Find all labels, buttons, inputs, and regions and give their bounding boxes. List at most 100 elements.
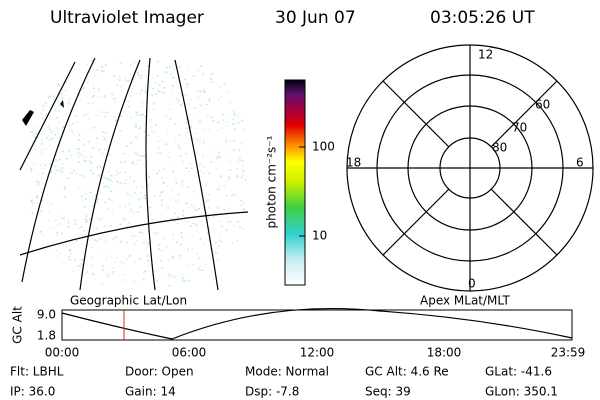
speckle-dot — [217, 121, 220, 124]
speckle-dot — [162, 181, 165, 184]
speckle-dot — [127, 101, 130, 103]
speckle-dot — [183, 78, 186, 81]
speckle-dot — [40, 152, 43, 155]
speckle-dot — [112, 237, 115, 240]
speckle-dot — [64, 245, 67, 247]
speckle-dot — [97, 218, 100, 221]
speckle-dot — [206, 114, 209, 117]
speckle-dot — [157, 90, 160, 92]
hour-label: 12 — [478, 48, 493, 62]
speckle-dot — [138, 159, 141, 161]
speckle-dot — [181, 280, 184, 282]
speckle-dot — [101, 175, 104, 178]
speckle-dot — [182, 209, 185, 212]
speckle-dot — [144, 92, 147, 94]
speckle-dot — [143, 130, 146, 133]
speckle-dot — [234, 194, 237, 196]
timeline-y-label: GC Alt — [11, 306, 25, 344]
speckle-dot — [143, 194, 146, 197]
lat-label: 70 — [512, 121, 527, 135]
speckle-dot — [210, 116, 213, 119]
speckle-dot — [118, 75, 121, 78]
speckle-dot — [108, 198, 111, 200]
speckle-dot — [230, 221, 233, 223]
speckle-dot — [77, 265, 80, 267]
speckle-dot — [186, 186, 189, 188]
timeline-x-tick: 12:00 — [300, 346, 335, 360]
speckle-dot — [86, 219, 89, 222]
speckle-dot — [86, 64, 89, 66]
speckle-dot — [225, 140, 228, 143]
speckle-dot — [241, 119, 244, 122]
speckle-dot — [195, 171, 198, 174]
speckle-dot — [55, 99, 58, 101]
speckle-dot — [40, 139, 43, 141]
speckle-dot — [222, 113, 225, 116]
speckle-dot — [83, 206, 86, 208]
speckle-dot — [83, 229, 86, 232]
speckle-dot — [220, 175, 223, 178]
speckle-dot — [135, 136, 138, 138]
speckle-dot — [130, 207, 133, 210]
speckle-dot — [161, 191, 164, 193]
speckle-dot — [220, 127, 223, 130]
speckle-dot — [146, 242, 149, 244]
speckle-dot — [242, 202, 245, 205]
speckle-dot — [80, 262, 83, 264]
speckle-dot — [104, 240, 107, 242]
speckle-dot — [92, 127, 95, 129]
speckle-dot — [219, 220, 222, 222]
speckle-dot — [181, 184, 184, 186]
polar-grid — [346, 44, 594, 292]
speckle-dot — [200, 65, 203, 68]
speckle-dot — [151, 218, 154, 221]
speckle-dot — [87, 102, 90, 104]
speckle-dot — [229, 178, 232, 180]
speckle-dot — [129, 73, 132, 75]
speckle-dot — [182, 276, 185, 278]
speckle-dot — [181, 277, 184, 280]
speckle-dot — [163, 237, 166, 240]
speckle-dot — [103, 186, 106, 188]
speckle-dot — [217, 188, 220, 191]
speckle-dot — [67, 225, 70, 228]
speckle-dot — [201, 154, 204, 156]
speckle-dot — [74, 223, 77, 225]
speckle-dot — [96, 198, 99, 200]
speckle-dot — [221, 241, 224, 244]
speckle-dot — [187, 84, 190, 86]
speckle-dot — [31, 212, 34, 215]
speckle-dot — [216, 258, 219, 261]
speckle-dot — [55, 117, 58, 119]
speckle-dot — [130, 88, 133, 90]
speckle-dot — [30, 131, 33, 133]
speckle-dot — [74, 219, 77, 221]
speckle-dot — [217, 185, 220, 188]
speckle-dot — [242, 208, 245, 210]
speckle-dot — [207, 199, 210, 202]
speckle-dot — [110, 190, 113, 192]
speckle-dot — [182, 214, 185, 217]
speckle-dot — [160, 259, 163, 262]
speckle-dot — [31, 140, 34, 143]
speckle-dot — [120, 161, 123, 164]
speckle-dot — [100, 217, 103, 220]
speckle-dot — [152, 108, 155, 110]
speckle-dot — [84, 138, 87, 140]
timeline-x-tick: 06:00 — [172, 346, 207, 360]
speckle-dot — [141, 186, 144, 188]
speckle-dot — [179, 147, 182, 149]
speckle-dot — [220, 96, 223, 98]
speckle-dot — [41, 167, 44, 169]
speckle-dot — [170, 73, 173, 75]
speckle-dot — [173, 220, 176, 222]
speckle-dot — [212, 228, 215, 231]
speckle-dot — [102, 176, 105, 179]
speckle-dot — [47, 220, 50, 222]
speckle-dot — [202, 172, 205, 174]
speckle-dot — [236, 174, 239, 176]
speckle-dot — [136, 72, 139, 74]
speckle-dot — [77, 138, 80, 141]
speckle-dot — [77, 151, 80, 154]
speckle-dot — [54, 159, 57, 161]
